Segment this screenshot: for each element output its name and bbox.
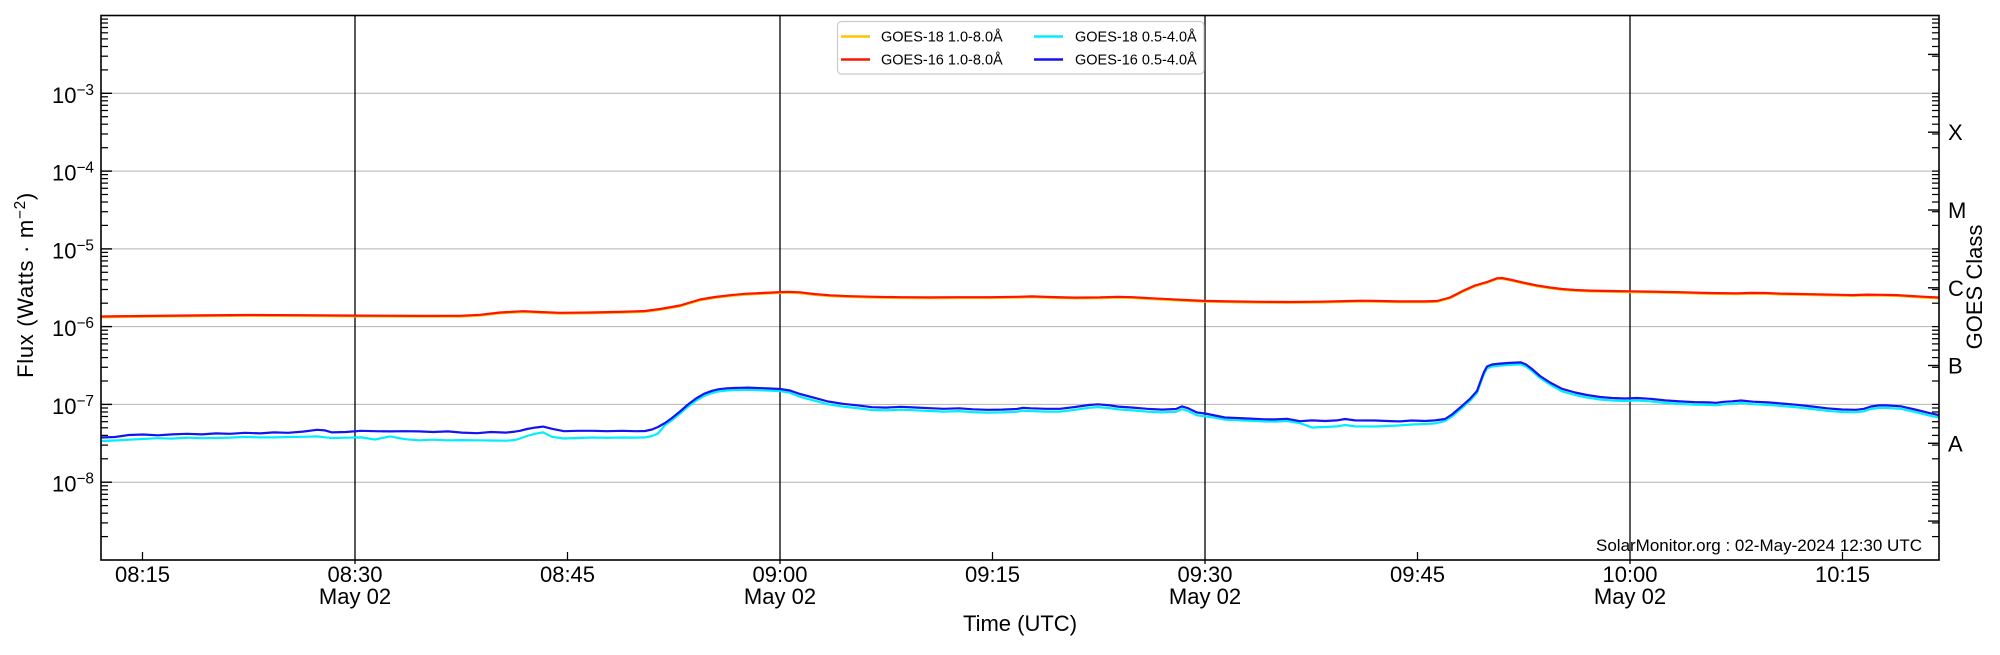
svg-text:08:45: 08:45 (540, 562, 595, 587)
svg-text:08:30: 08:30 (327, 562, 382, 587)
svg-text:M: M (1948, 198, 1966, 223)
svg-text:GOES Class: GOES Class (1962, 225, 1987, 350)
svg-text:Time (UTC): Time (UTC) (963, 611, 1077, 636)
svg-text:09:15: 09:15 (965, 562, 1020, 587)
svg-text:10−4: 10−4 (52, 160, 94, 186)
svg-text:May 02: May 02 (319, 584, 391, 609)
svg-text:May 02: May 02 (1169, 584, 1241, 609)
svg-text:X: X (1948, 120, 1963, 145)
svg-text:10:00: 10:00 (1602, 562, 1657, 587)
svg-text:Flux (Watts · m−2): Flux (Watts · m−2) (12, 192, 38, 378)
svg-text:09:30: 09:30 (1177, 562, 1232, 587)
svg-text:10−7: 10−7 (52, 393, 94, 419)
svg-text:SolarMonitor.org : 02-May-2024: SolarMonitor.org : 02-May-2024 12:30 UTC (1596, 536, 1922, 555)
svg-text:C: C (1948, 276, 1964, 301)
svg-text:GOES-18 0.5-4.0Å: GOES-18 0.5-4.0Å (1075, 29, 1197, 46)
svg-text:09:00: 09:00 (752, 562, 807, 587)
svg-text:B: B (1948, 354, 1963, 379)
svg-text:08:15: 08:15 (115, 562, 170, 587)
svg-text:GOES-16 1.0-8.0Å: GOES-16 1.0-8.0Å (881, 52, 1003, 69)
svg-text:10:15: 10:15 (1815, 562, 1870, 587)
svg-text:May 02: May 02 (744, 584, 816, 609)
svg-text:09:45: 09:45 (1390, 562, 1445, 587)
svg-text:A: A (1948, 431, 1963, 456)
svg-text:GOES-18 1.0-8.0Å: GOES-18 1.0-8.0Å (881, 29, 1003, 46)
svg-text:May 02: May 02 (1594, 584, 1666, 609)
svg-text:GOES-16 0.5-4.0Å: GOES-16 0.5-4.0Å (1075, 52, 1197, 69)
